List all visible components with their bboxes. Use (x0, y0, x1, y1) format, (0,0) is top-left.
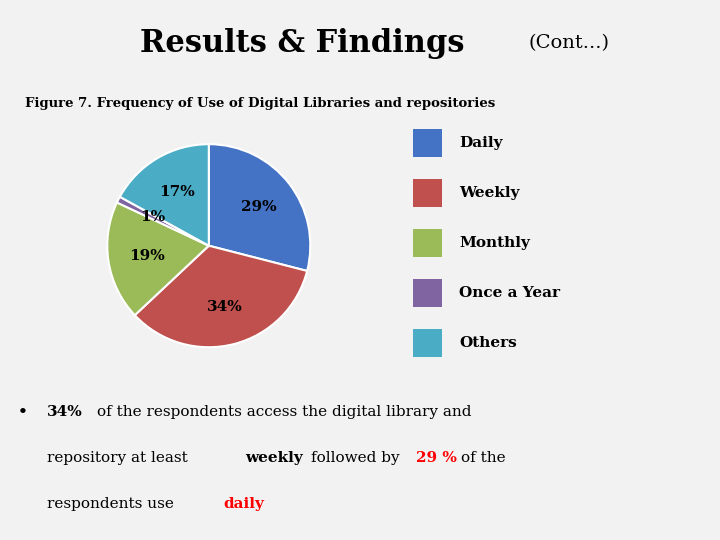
Text: Monthly: Monthly (459, 236, 530, 250)
Wedge shape (120, 144, 209, 246)
Text: followed by: followed by (311, 451, 400, 464)
Wedge shape (135, 246, 307, 347)
Text: Weekly: Weekly (459, 186, 520, 200)
Text: 34%: 34% (207, 300, 243, 314)
Wedge shape (117, 197, 209, 246)
Bar (413, 279, 442, 307)
Text: daily: daily (223, 497, 264, 511)
Text: Others: Others (459, 336, 517, 350)
Text: Figure 7. Frequency of Use of Digital Libraries and repositories: Figure 7. Frequency of Use of Digital Li… (24, 97, 495, 111)
Text: (Cont...): (Cont...) (528, 34, 609, 52)
Text: Daily: Daily (459, 136, 503, 150)
Text: repository at least: repository at least (47, 451, 187, 464)
Text: Once a Year: Once a Year (459, 286, 560, 300)
Text: 19%: 19% (129, 248, 164, 262)
Wedge shape (209, 144, 310, 271)
Text: of the: of the (461, 451, 505, 464)
Bar (413, 179, 442, 207)
Wedge shape (107, 202, 209, 315)
Text: •: • (18, 404, 28, 418)
Bar (413, 229, 442, 257)
Text: respondents use: respondents use (47, 497, 174, 511)
Text: weekly: weekly (245, 451, 302, 464)
Text: 29 %: 29 % (416, 451, 457, 464)
Text: Results & Findings: Results & Findings (140, 28, 464, 59)
Text: 1%: 1% (140, 210, 166, 224)
Text: 34%: 34% (47, 404, 83, 418)
Text: 29%: 29% (240, 200, 276, 214)
Bar (413, 328, 442, 357)
Text: 17%: 17% (159, 185, 194, 199)
Text: of the respondents access the digital library and: of the respondents access the digital li… (97, 404, 472, 418)
Bar (413, 129, 442, 158)
